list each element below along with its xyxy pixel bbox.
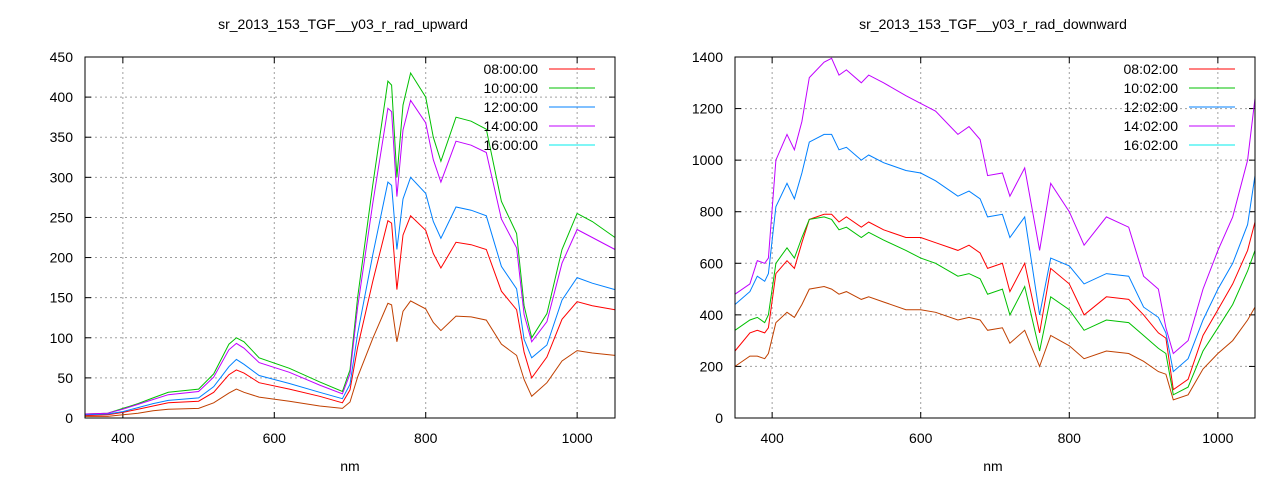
y-tick-label: 250: [50, 209, 74, 225]
chart-downward: sr_2013_153_TGF__y03_r_rad_downward nm 0…: [692, 16, 1256, 474]
y-tick-label: 1400: [692, 49, 723, 65]
legend: 08:02:00 10:02:00 12:02:00 14:02:00 16:02:00: [1124, 61, 1235, 153]
y-tick-label: 350: [50, 129, 74, 145]
y-tick-label: 300: [50, 169, 74, 185]
x-axis-label: nm: [983, 458, 1002, 474]
series-line-12-00-00: [84, 176, 616, 416]
y-tick-label: 400: [700, 307, 724, 323]
y-tick-label: 150: [50, 290, 74, 306]
y-tick-label: 800: [700, 204, 724, 220]
x-tick-label: 600: [263, 430, 287, 446]
legend-label: 12:02:00: [1124, 99, 1179, 115]
x-tick-label: 600: [909, 430, 933, 446]
y-tick-label: 200: [700, 358, 724, 374]
y-tick-label: 50: [57, 370, 73, 386]
legend-label: 10:02:00: [1124, 80, 1179, 96]
series-line-14-02-00: [734, 57, 1256, 355]
series-line-10-00-00: [84, 71, 616, 415]
series-line-14-00-00: [84, 99, 616, 415]
legend: 08:00:00 10:00:00 12:00:00 14:00:00 16:00:00: [484, 61, 595, 153]
series-line-10-02-00: [734, 216, 1256, 396]
y-tick-label: 600: [700, 255, 724, 271]
x-tick-label: 800: [1058, 430, 1082, 446]
legend-label: 10:00:00: [484, 80, 539, 96]
series-line-16-02-00: [734, 285, 1256, 401]
legend-label: 16:02:00: [1124, 137, 1179, 153]
y-tick-label: 0: [65, 410, 73, 426]
legend-label: 08:02:00: [1124, 61, 1179, 77]
x-tick-label: 400: [760, 430, 784, 446]
chart-title: sr_2013_153_TGF__y03_r_rad_upward: [218, 16, 468, 32]
y-tick-label: 200: [50, 250, 74, 266]
legend-label: 14:00:00: [484, 118, 539, 134]
series-line-08-02-00: [734, 213, 1256, 391]
legend-label: 14:02:00: [1124, 118, 1179, 134]
legend-label: 16:00:00: [484, 137, 539, 153]
series-line-08-00-00: [84, 214, 616, 417]
legend-label: 08:00:00: [484, 61, 539, 77]
x-tick-label: 400: [111, 430, 135, 446]
plot-frame: [84, 56, 616, 419]
legend-label: 12:00:00: [484, 99, 539, 115]
y-tick-label: 400: [50, 89, 74, 105]
x-tick-label: 1000: [1202, 430, 1233, 446]
y-tick-label: 1200: [692, 101, 723, 117]
plot-frame: [734, 56, 1256, 419]
x-tick-label: 800: [414, 430, 438, 446]
series-line-12-02-00: [734, 133, 1256, 373]
chart-title: sr_2013_153_TGF__y03_r_rad_downward: [859, 16, 1127, 32]
y-tick-label: 100: [50, 330, 74, 346]
x-tick-label: 1000: [562, 430, 593, 446]
chart-upward: sr_2013_153_TGF__y03_r_rad_upward nm 0 50…: [50, 16, 616, 474]
y-tick-label: 0: [715, 410, 723, 426]
x-axis-label: nm: [340, 458, 359, 474]
series-line-16-00-00: [85, 300, 616, 417]
y-tick-label: 1000: [692, 152, 723, 168]
y-tick-label: 450: [50, 49, 74, 65]
